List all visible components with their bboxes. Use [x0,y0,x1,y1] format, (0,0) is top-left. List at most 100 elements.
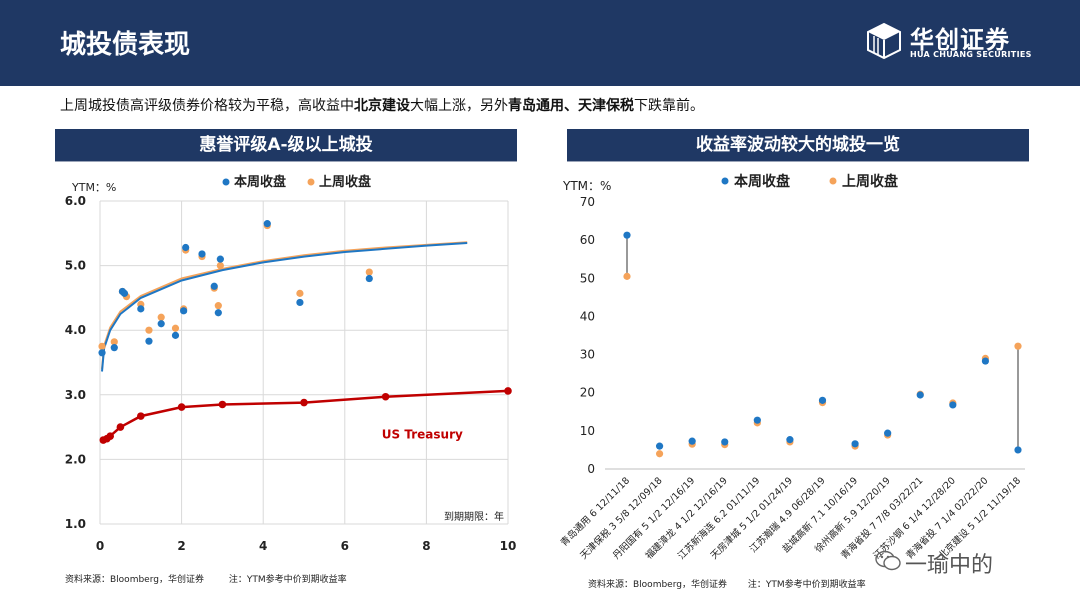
x-tick-label: 6 [341,539,349,553]
point-last-week [157,313,165,321]
point-this-week [145,337,153,345]
summary-bold-1: 北京建设 [354,98,410,114]
header-bar: 城投债表现 华创证券 HUA CHUANG SECURITIES [0,0,1080,86]
left-panel-title: 惠誉评级A-级以上城投 [55,129,517,161]
point-this-week [171,331,180,339]
point-this-week [98,349,106,357]
left-source: 资料来源：Bloomberg，华创证券 注：YTM参考中价到期收益率 [65,572,347,585]
y-tick-label: 3.0 [65,388,86,402]
us-treasury-annotation: US Treasury [382,428,463,442]
point-last-week [1014,342,1022,350]
right-source: 资料来源：Bloomberg，华创证券 注：YTM参考中价到期收益率 [588,577,866,590]
summary-part-2: 大幅上涨，另外 [410,98,508,114]
y-tick-label: 70 [580,195,595,209]
legend-marker-this-week [721,177,729,185]
point-this-week [110,344,118,352]
point-this-week [949,401,957,409]
point-this-week [688,437,696,445]
y-tick-label: 20 [580,386,595,400]
point-this-week [753,416,761,424]
x-tick-label: 4 [259,539,267,553]
left-note-text: 注：YTM参考中价到期收益率 [228,575,347,585]
x-axis-label: 到期期限：年 [444,510,504,523]
logo-text: 华创证券 [910,26,1010,54]
point-this-week [916,391,924,399]
right-panel-divider [567,161,1029,162]
right-note-text: 注：YTM参考中价到期收益率 [747,580,866,590]
point-this-week [981,357,990,365]
logo-cube-icon [867,22,901,60]
point-last-week [216,262,224,270]
wechat-icon [875,550,901,571]
point-last-week [296,289,304,297]
point-this-week [365,274,373,283]
point-this-week [818,396,827,404]
fit-curve-this-week [101,242,468,372]
y-tick-label: 60 [580,233,595,247]
point-last-week [623,272,631,280]
left-panel-divider [55,161,517,162]
us-treasury-point [106,432,114,440]
y-tick-label: 1.0 [65,517,86,531]
summary-bold-2: 青岛通用、天津保税 [508,98,634,114]
x-tick-label: 8 [422,539,430,553]
point-this-week [851,440,859,448]
point-this-week [210,282,218,290]
summary-part-1: 上周城投债高评级债券价格较为平稳，高收益中 [60,98,354,114]
y-tick-label: 0 [587,462,595,476]
point-this-week [623,231,631,239]
y-tick-label: 50 [580,271,595,285]
point-this-week [786,436,794,444]
x-tick-label: 2 [177,539,185,553]
legend-label-this-week: 本周收盘 [734,173,790,190]
point-last-week [214,302,222,310]
fit-curve-last-week [101,241,468,370]
y-tick-label: 40 [580,309,595,323]
right-source-text: 资料来源：Bloomberg，华创证券 [588,580,727,590]
point-this-week [884,429,892,437]
y-axis-label: YTM：% [71,181,116,194]
watermark: 一瑜中的 [875,547,993,579]
right-panel-title: 收益率波动较大的城投一览 [567,129,1029,161]
point-this-week [120,289,129,297]
summary-text: 上周城投债高评级债券价格较为平稳，高收益中北京建设大幅上涨，另外青岛通用、天津保… [60,95,704,115]
point-this-week [198,250,206,258]
y-tick-label: 10 [580,424,595,438]
page-title: 城投债表现 [60,30,191,60]
legend-marker-this-week [222,178,230,186]
legend-label-last-week: 上周收盘 [842,173,898,190]
point-this-week [157,320,165,328]
point-last-week [98,342,106,350]
us-treasury-point [218,400,227,409]
point-this-week [137,305,145,313]
y-tick-label: 30 [580,348,595,362]
us-treasury-point [137,412,145,420]
point-this-week [296,298,304,307]
us-treasury-point [300,398,308,407]
y-tick-label: 6.0 [65,194,86,208]
point-last-week [145,326,153,334]
brand-logo: 华创证券 HUA CHUANG SECURITIES [864,20,1034,64]
point-last-week [110,338,118,346]
point-last-week [365,268,373,276]
point-this-week [263,220,271,228]
point-this-week [1014,446,1022,454]
point-this-week [216,255,224,263]
point-last-week [171,324,180,332]
point-this-week [655,442,664,450]
left-scatter-chart: 1.0 2.0 3.0 4.0 5.0 6.0 0 2 4 6 8 10 YTM：% 到期期限：年 本周收盘… [65,174,517,553]
y-axis-label: YTM：% [562,179,611,193]
logo-subtext: HUA CHUANG SECURITIES [910,50,1032,59]
us-treasury-point [177,403,186,411]
point-this-week [721,438,729,446]
x-tick-label: 0 [96,539,104,553]
y-tick-label: 4.0 [65,323,86,337]
point-this-week [180,307,188,315]
point-this-week [214,309,222,317]
y-tick-label: 5.0 [65,259,86,273]
point-this-week [182,243,190,252]
us-treasury-point [116,423,125,431]
us-treasury-point [381,392,390,401]
legend-marker-last-week [829,177,837,185]
